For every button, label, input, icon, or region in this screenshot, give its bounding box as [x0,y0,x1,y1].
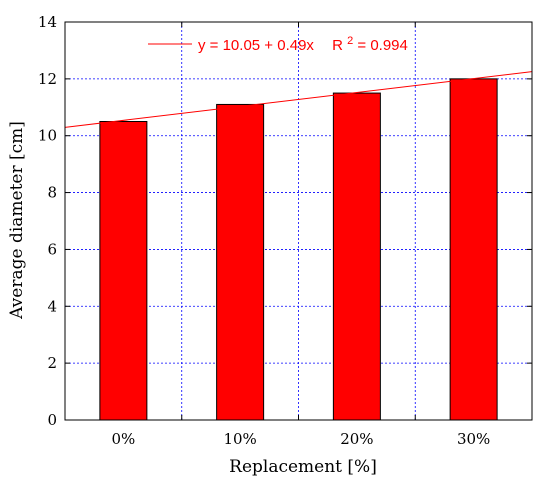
legend-r2-prefix: R [332,37,343,54]
y-axis-label: Average diameter [cm] [7,121,27,320]
y-tick-label: 10 [38,127,57,145]
x-tick-label: 0% [111,430,135,448]
legend-r2-value: = 0.994 [357,37,407,54]
bar [99,121,148,421]
svg-text:y = 10.05 + 0.49x R: y = 10.05 + 0.49x R 2 = 0.994 [198,31,408,54]
x-tick-label: 20% [340,430,373,448]
y-tick-label: 6 [47,240,57,258]
trendline [64,71,533,128]
legend-equation: y = 10.05 + 0.49x [198,37,314,54]
y-tick-label: 8 [47,184,57,202]
y-tick-label: 0 [47,411,57,429]
x-axis-ticks: 0% 10% 20% 30% [111,22,490,448]
y-tick-label: 2 [47,354,57,372]
x-tick-label: 10% [223,430,256,448]
bar [216,103,265,421]
legend: y = 10.05 + 0.49x R 2 = 0.994 [148,31,408,54]
bar [332,92,381,421]
bar [449,78,498,421]
x-tick-label: 30% [457,430,490,448]
x-axis-label: Replacement [%] [229,457,377,477]
legend-r2-sup: 2 [347,35,353,47]
y-tick-label: 12 [38,70,57,88]
y-tick-label: 14 [38,13,57,31]
y-axis-ticks: 0 2 4 6 8 10 12 14 [38,13,532,429]
y-tick-label: 4 [47,297,57,315]
